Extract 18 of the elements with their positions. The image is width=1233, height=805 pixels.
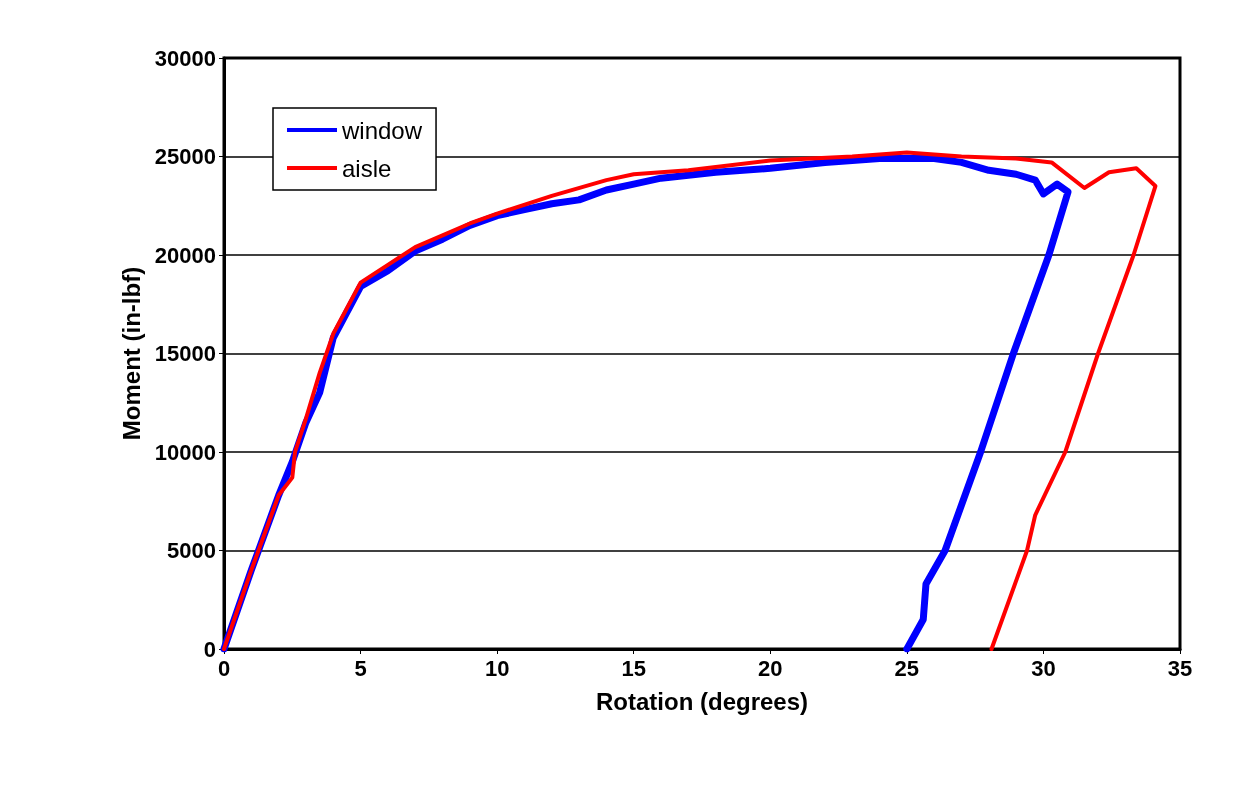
y-tick-label: 15000 bbox=[154, 341, 216, 366]
x-tick-label: 35 bbox=[1167, 655, 1193, 681]
legend-label: aisle bbox=[342, 154, 392, 182]
legend-label: window bbox=[341, 116, 423, 144]
x-tick-label: 30 bbox=[1031, 655, 1056, 681]
y-tick-label: 20000 bbox=[154, 242, 216, 268]
x-tick-label: 5 bbox=[354, 655, 367, 681]
x-tick-label: 25 bbox=[894, 655, 920, 681]
y-tick-label: 10000 bbox=[154, 439, 216, 465]
y-tick-label: 30000 bbox=[154, 45, 216, 71]
y-tick-label: 5000 bbox=[167, 538, 216, 563]
x-tick-label: 10 bbox=[484, 655, 510, 681]
y-tick-label: 0 bbox=[203, 636, 216, 662]
y-axis-title: Moment (in-lbf) bbox=[118, 266, 146, 441]
x-tick-label: 20 bbox=[758, 655, 783, 681]
y-tick-label: 25000 bbox=[154, 144, 216, 169]
x-axis-title: Rotation (degrees) bbox=[595, 687, 809, 715]
x-tick-label: 15 bbox=[621, 655, 646, 681]
